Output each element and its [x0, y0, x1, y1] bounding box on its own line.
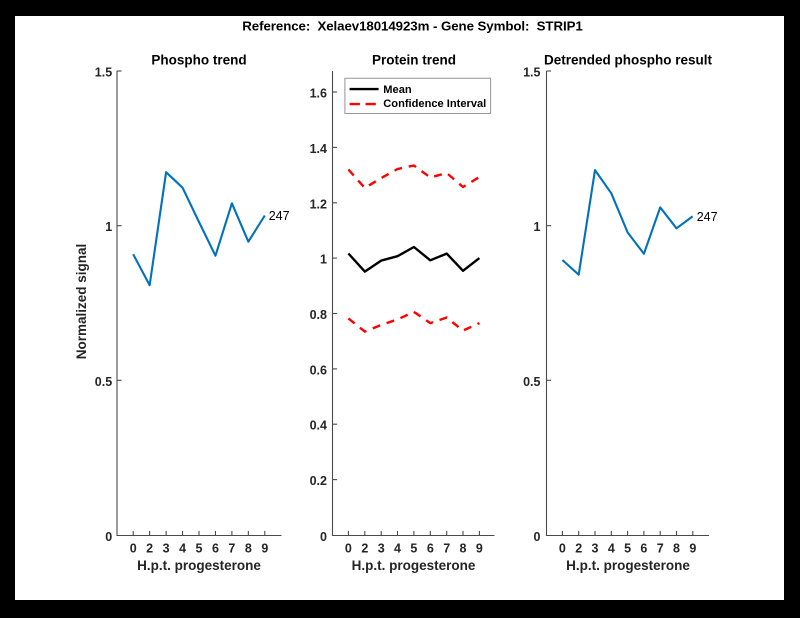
svg-text:1.5: 1.5 [523, 66, 540, 80]
svg-text:7: 7 [657, 542, 664, 556]
svg-text:1: 1 [320, 253, 327, 267]
svg-text:0: 0 [534, 530, 541, 544]
svg-text:4: 4 [394, 542, 401, 556]
svg-text:9: 9 [476, 542, 483, 556]
svg-text:Mean: Mean [383, 84, 412, 96]
svg-text:5: 5 [624, 542, 631, 556]
svg-text:9: 9 [689, 542, 696, 556]
svg-text:1.2: 1.2 [310, 197, 327, 211]
svg-text:6: 6 [640, 542, 647, 556]
svg-text:0.5: 0.5 [95, 375, 112, 389]
svg-text:7: 7 [228, 542, 235, 556]
svg-text:Phospho trend: Phospho trend [151, 52, 246, 67]
svg-text:8: 8 [245, 542, 252, 556]
svg-text:Detrended phospho result: Detrended phospho result [544, 52, 713, 67]
svg-text:Protein trend: Protein trend [372, 52, 456, 67]
svg-text:3: 3 [163, 542, 170, 556]
svg-text:2: 2 [361, 542, 368, 556]
svg-text:2: 2 [146, 542, 153, 556]
svg-text:0: 0 [559, 542, 566, 556]
svg-text:Normalized signal: Normalized signal [74, 244, 89, 360]
svg-text:6: 6 [212, 542, 219, 556]
svg-text:1: 1 [534, 220, 541, 234]
svg-text:Reference: Xelaev18014923m -: Reference: Xelaev18014923m - Gene Symbol… [242, 18, 583, 33]
svg-text:1.4: 1.4 [310, 142, 327, 156]
svg-text:8: 8 [673, 542, 680, 556]
svg-text:0.6: 0.6 [310, 363, 327, 377]
svg-text:0: 0 [320, 530, 327, 544]
svg-text:0: 0 [105, 530, 112, 544]
svg-text:0.4: 0.4 [310, 419, 327, 433]
svg-text:1.6: 1.6 [310, 87, 327, 101]
svg-text:H.p.t. progesterone: H.p.t. progesterone [352, 558, 476, 573]
svg-text:3: 3 [378, 542, 385, 556]
svg-text:H.p.t. progesterone: H.p.t. progesterone [137, 558, 261, 573]
svg-text:5: 5 [196, 542, 203, 556]
svg-text:H.p.t. progesterone: H.p.t. progesterone [566, 558, 690, 573]
svg-text:1: 1 [105, 220, 112, 234]
svg-text:4: 4 [608, 542, 615, 556]
svg-text:9: 9 [261, 542, 268, 556]
svg-text:0.8: 0.8 [310, 308, 327, 322]
svg-text:247: 247 [269, 209, 290, 223]
svg-text:0.2: 0.2 [310, 474, 327, 488]
svg-text:Confidence Interval: Confidence Interval [383, 98, 486, 110]
svg-text:8: 8 [460, 542, 467, 556]
svg-text:3: 3 [592, 542, 599, 556]
svg-text:4: 4 [179, 542, 186, 556]
svg-text:0.5: 0.5 [523, 375, 540, 389]
svg-text:0: 0 [345, 542, 352, 556]
svg-text:6: 6 [427, 542, 434, 556]
svg-text:2: 2 [575, 542, 582, 556]
svg-text:5: 5 [410, 542, 417, 556]
svg-text:7: 7 [443, 542, 450, 556]
svg-text:247: 247 [697, 210, 718, 224]
svg-text:0: 0 [130, 542, 137, 556]
svg-text:1.5: 1.5 [95, 66, 112, 80]
